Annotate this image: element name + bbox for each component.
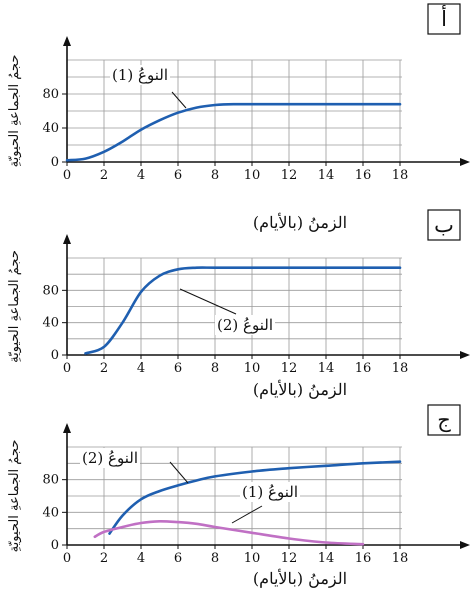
series-label: النوعُ (2): [82, 449, 138, 467]
x-tick-label: 2: [100, 551, 108, 566]
x-axis-title: الزمنُ (بالأيام): [253, 380, 347, 399]
y-tick-label: 0: [51, 538, 59, 553]
x-axis-title: الزمنُ (بالأيام): [253, 213, 347, 232]
x-tick-label: 4: [137, 551, 145, 566]
series-label-bg: [110, 65, 170, 85]
x-tick-label: 4: [137, 361, 145, 376]
series-line: [108, 460, 402, 535]
annotation-leader: [171, 91, 187, 109]
series-line: [84, 266, 402, 355]
x-tick-label: 18: [392, 361, 409, 376]
x-tick-label: 14: [318, 168, 335, 183]
x-tick-label: 10: [244, 551, 261, 566]
panel-label-box: [427, 404, 461, 436]
x-tick-label: 0: [63, 551, 71, 566]
y-axis-title: حجمُ الجماعةِ الحيويّةِ: [7, 440, 22, 553]
x-axis-arrow: [460, 541, 470, 549]
x-tick-label: 0: [63, 168, 71, 183]
gridlines: [67, 446, 402, 545]
x-tick-label: 8: [211, 551, 219, 566]
y-axis-title: حجمُ الجماعةِ الحيويّةِ: [7, 55, 22, 168]
y-axis-arrow: [63, 234, 71, 244]
y-axis-title: حجمُ الجماعةِ الحيويّةِ: [7, 250, 22, 363]
panel-label-box: [427, 3, 461, 35]
series-label: النوعُ (2): [217, 316, 273, 334]
series-label: النوعُ (1): [242, 483, 298, 501]
x-tick-label: 10: [244, 168, 261, 183]
y-tick-label: 0: [51, 155, 59, 170]
y-tick-label: 80: [42, 87, 59, 102]
x-tick-label: 14: [318, 361, 335, 376]
x-tick-label: 6: [174, 168, 182, 183]
x-tick-label: 2: [100, 168, 108, 183]
annotation-leader: [169, 461, 189, 484]
y-tick-label: 40: [42, 121, 59, 136]
x-tick-label: 16: [355, 551, 372, 566]
gridlines: [67, 257, 402, 355]
y-axis-arrow: [63, 36, 71, 46]
x-tick-label: 2: [100, 361, 108, 376]
x-tick-label: 0: [63, 361, 71, 376]
panel-label: ج: [437, 408, 451, 433]
panel-label-box: [427, 209, 461, 241]
series-label-bg: [80, 448, 140, 468]
y-tick-label: 40: [42, 505, 59, 520]
series-line: [65, 102, 402, 162]
x-tick-label: 16: [355, 168, 372, 183]
y-tick-label: 80: [42, 283, 59, 298]
y-tick-label: 40: [42, 316, 59, 331]
series-label-bg: [240, 482, 300, 502]
series-line: [93, 519, 365, 546]
y-tick-label: 80: [42, 473, 59, 488]
y-axis-arrow: [63, 423, 71, 433]
y-tick-label: 0: [51, 348, 59, 363]
chart-panel-1: 0 2 4 6 8 10 12 14 16 18 0 40 80 حجمُ الجماعةِ الحيوي…: [7, 3, 470, 232]
chart-panel-2: 0 2 4 6 8 10 12 14 16 18 0 40 80 حجمُ الجماعةِ الحيوي…: [7, 209, 470, 399]
x-tick-label: 8: [211, 168, 219, 183]
x-tick-label: 6: [174, 551, 182, 566]
x-tick-label: 10: [244, 361, 261, 376]
panel-label: ب: [434, 213, 454, 237]
x-tick-label: 12: [281, 168, 298, 183]
x-tick-label: 12: [281, 361, 298, 376]
x-tick-label: 14: [318, 551, 335, 566]
annotation-leader: [179, 288, 237, 315]
x-tick-label: 12: [281, 551, 298, 566]
x-axis-title: الزمنُ (بالأيام): [253, 569, 347, 588]
x-axis-arrow: [460, 351, 470, 359]
x-tick-label: 18: [392, 551, 409, 566]
x-tick-label: 18: [392, 168, 409, 183]
x-axis-arrow: [460, 158, 470, 166]
panel-label: أ: [441, 4, 447, 31]
series-label: النوعُ (1): [112, 66, 168, 84]
chart-panel-3: 0 2 4 6 8 10 12 14 16 18 0 40 80 حجمُ الجماعةِ الحيوي…: [7, 404, 470, 588]
x-tick-label: 8: [211, 361, 219, 376]
series-label-bg: [215, 315, 275, 335]
annotation-leader: [231, 505, 263, 524]
x-tick-label: 16: [355, 361, 372, 376]
x-tick-label: 4: [137, 168, 145, 183]
x-tick-label: 6: [174, 361, 182, 376]
